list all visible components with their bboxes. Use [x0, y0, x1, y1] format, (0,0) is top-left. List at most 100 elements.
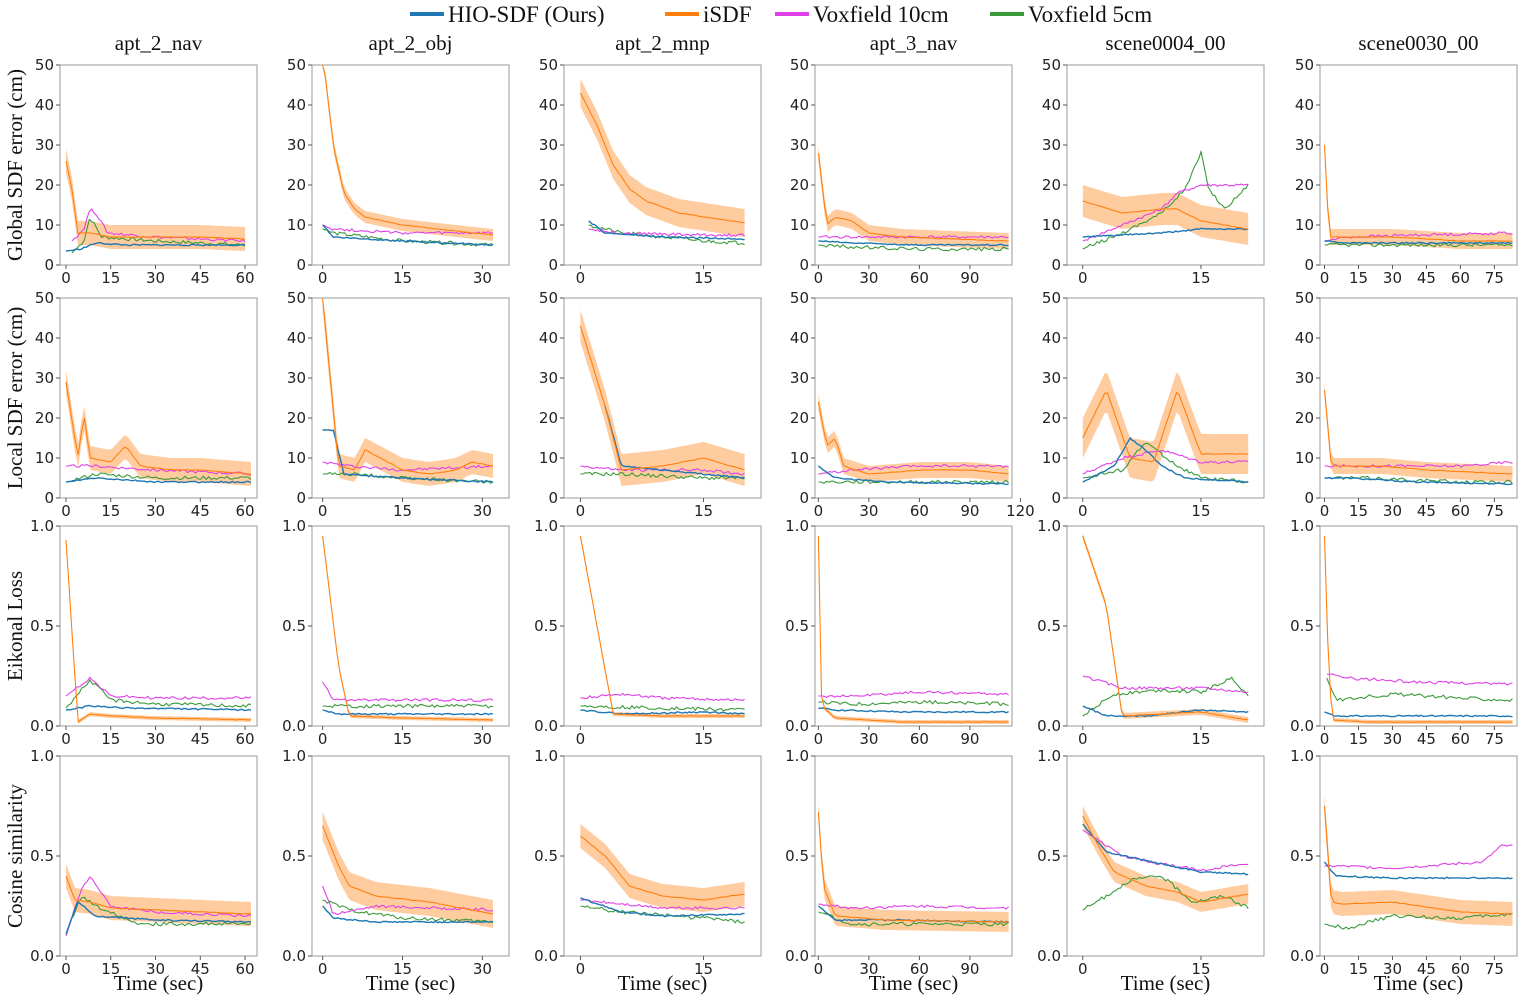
x-tick-label: 15	[694, 502, 713, 520]
hio-line	[322, 429, 494, 484]
isdf-line	[817, 401, 1009, 475]
panel-frame	[563, 755, 762, 957]
panel-3-3: 0.0 0.5 1.0 0 30 60 90	[785, 747, 1013, 978]
y-tick-label: 0.0	[1290, 947, 1314, 965]
isdf-band	[1324, 382, 1513, 482]
v10-line	[818, 464, 1009, 475]
x-tick-label: 0	[61, 502, 71, 520]
series-group	[1323, 794, 1513, 930]
panel-1-2: 0 10 20 30 40 50 0 15	[539, 289, 762, 520]
isdf-band	[818, 802, 1009, 932]
v10-line	[1082, 829, 1249, 872]
x-tick-label: 30	[473, 502, 492, 520]
x-tick-label: 30	[1383, 730, 1402, 748]
hio-line	[817, 465, 1009, 486]
y-tick-label: 50	[790, 289, 809, 307]
x-axis-label-0: Time (sec)	[114, 971, 204, 995]
v5-line	[1082, 149, 1249, 250]
v5-line	[65, 896, 252, 935]
y-tick-label: 20	[1295, 176, 1314, 194]
isdf-line	[1082, 200, 1249, 230]
isdf-band	[1082, 806, 1249, 912]
y-tick-label: 10	[790, 449, 809, 467]
x-tick-label: 30	[146, 502, 165, 520]
x-tick-label: 45	[191, 502, 210, 520]
y-tick-label: 20	[539, 409, 558, 427]
isdf-band	[580, 79, 745, 237]
y-tick-label: 10	[539, 449, 558, 467]
v10-line	[66, 464, 252, 476]
series-group	[65, 538, 252, 724]
isdf-band	[322, 298, 493, 486]
panel-2-2: 0.0 0.5 1.0 0 15	[534, 517, 762, 748]
x-tick-label: 30	[473, 269, 492, 287]
x-tick-label: 75	[1485, 502, 1504, 520]
isdf-line	[1082, 391, 1249, 463]
x-tick-label: 0	[61, 960, 71, 978]
x-tick-label: 60	[1451, 960, 1470, 978]
x-tick-label: 30	[1383, 502, 1402, 520]
v10-line	[818, 903, 1009, 910]
x-tick-label: 60	[236, 960, 255, 978]
panel-frame	[563, 525, 762, 727]
y-tick-label: 0.5	[1037, 617, 1061, 635]
row-label-1: Local SDF error (cm)	[3, 307, 27, 490]
hio-line	[65, 241, 246, 252]
isdf-band	[322, 812, 493, 928]
x-axis-label-2: Time (sec)	[618, 971, 708, 995]
series-group	[322, 812, 494, 928]
x-tick-label: 60	[1451, 730, 1470, 748]
column-title-4: scene0004_00	[1105, 31, 1225, 55]
v5-line	[818, 243, 1009, 252]
panel-2-1: 0.0 0.5 1.0 0 15 30	[282, 517, 510, 748]
y-tick-label: 30	[1042, 369, 1061, 387]
panel-frame	[59, 297, 258, 499]
v5-line	[580, 905, 745, 924]
y-tick-label: 20	[1042, 409, 1061, 427]
v10-line	[322, 681, 494, 703]
x-tick-label: 0	[318, 730, 328, 748]
y-tick-label: 0.0	[1037, 717, 1061, 735]
y-tick-label: 1.0	[30, 747, 54, 765]
isdf-band	[1324, 794, 1513, 926]
x-tick-label: 0	[576, 730, 586, 748]
x-tick-label: 75	[1485, 960, 1504, 978]
panel-3-1: 0.0 0.5 1.0 0 15 30	[282, 747, 510, 978]
isdf-band	[580, 310, 745, 486]
y-tick-label: 10	[287, 449, 306, 467]
v5-line	[65, 472, 252, 483]
y-tick-label: 50	[539, 289, 558, 307]
legend: HIO-SDF (Ours) iSDF Voxfield 10cm Voxfield …	[410, 2, 1152, 27]
y-tick-label: 30	[1295, 369, 1314, 387]
panel-2-3: 0.0 0.5 1.0 0 30 60 90	[785, 517, 1013, 748]
isdf-line	[322, 298, 494, 475]
isdf-band	[66, 864, 251, 926]
panel-frame	[59, 64, 258, 266]
x-tick-label: 15	[1349, 730, 1368, 748]
series-group	[65, 864, 252, 937]
x-tick-label: 90	[960, 269, 979, 287]
isdf-line	[817, 152, 1009, 242]
v5-line	[1082, 442, 1249, 484]
x-axis-label-5: Time (sec)	[1374, 971, 1464, 995]
v5-line	[322, 228, 494, 247]
isdf-line	[65, 160, 246, 240]
x-tick-label: 45	[1417, 730, 1436, 748]
series-group	[65, 370, 252, 486]
y-tick-label: 10	[790, 216, 809, 234]
y-tick-label: 40	[790, 96, 809, 114]
hio-line	[580, 897, 745, 917]
y-tick-label: 0	[296, 489, 306, 507]
column-title-2: apt_2_mnp	[615, 31, 710, 55]
x-tick-label: 0	[576, 960, 586, 978]
y-tick-label: 50	[287, 289, 306, 307]
y-tick-label: 1.0	[785, 517, 809, 535]
y-tick-label: 20	[539, 176, 558, 194]
x-tick-label: 30	[859, 269, 878, 287]
hio-line	[1082, 823, 1249, 876]
panel-0-1: 0 10 20 30 40 50 0 15 30	[287, 56, 510, 287]
y-tick-label: 10	[1295, 449, 1314, 467]
x-tick-label: 15	[1191, 269, 1210, 287]
y-tick-label: 0	[1051, 489, 1061, 507]
